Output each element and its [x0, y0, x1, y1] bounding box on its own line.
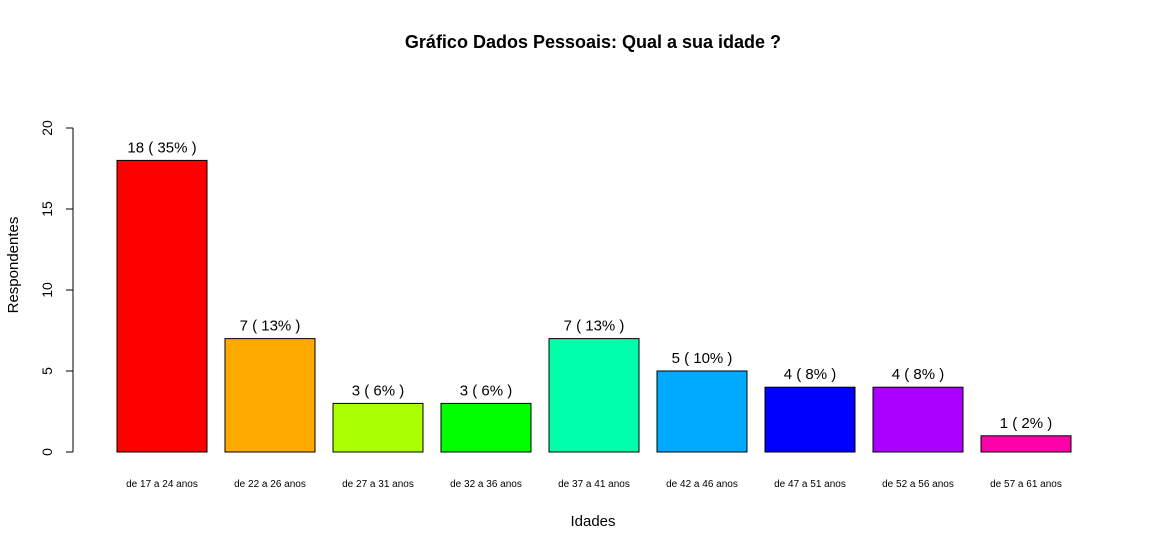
bar	[981, 436, 1071, 452]
bar	[333, 403, 423, 452]
category-label: de 22 a 26 anos	[234, 479, 306, 490]
bars	[117, 160, 1071, 452]
category-label: de 47 a 51 anos	[774, 479, 846, 490]
x-axis-label: Idades	[570, 513, 615, 530]
bar-data-label: 18 ( 35% )	[127, 139, 196, 156]
bar	[873, 387, 963, 452]
y-tick-label: 10	[39, 282, 55, 298]
bar-data-label: 5 ( 10% )	[672, 350, 733, 367]
category-label: de 17 a 24 anos	[126, 479, 198, 490]
bar	[657, 371, 747, 452]
y-tick-label: 15	[39, 201, 55, 217]
bar	[765, 387, 855, 452]
y-axis: 0 5 10 15 20	[39, 120, 73, 456]
category-label: de 32 a 36 anos	[450, 479, 522, 490]
category-labels: de 17 a 24 anos de 22 a 26 anos de 27 a 31…	[126, 479, 1062, 490]
bar-data-label: 3 ( 6% )	[460, 382, 513, 399]
y-tick-label: 0	[39, 448, 55, 456]
chart-title: Gráfico Dados Pessoais: Qual a sua idade…	[405, 32, 781, 52]
category-label: de 42 a 46 anos	[666, 479, 738, 490]
bar-data-label: 4 ( 8% )	[784, 366, 837, 383]
bar-data-label: 4 ( 8% )	[892, 366, 945, 383]
bar-data-label: 7 ( 13% )	[240, 318, 301, 335]
y-axis-label: Respondentes	[5, 217, 22, 314]
bar-data-label: 1 ( 2% )	[1000, 415, 1053, 432]
bar	[441, 403, 531, 452]
bar	[117, 160, 207, 452]
category-label: de 37 a 41 anos	[558, 479, 630, 490]
bar-data-label: 3 ( 6% )	[352, 382, 405, 399]
bar	[225, 339, 315, 452]
category-label: de 52 a 56 anos	[882, 479, 954, 490]
category-label: de 27 a 31 anos	[342, 479, 414, 490]
category-label: de 57 a 61 anos	[990, 479, 1062, 490]
bar-data-label: 7 ( 13% )	[564, 318, 625, 335]
y-tick-label: 20	[39, 120, 55, 136]
y-tick-label: 5	[39, 367, 55, 375]
bar	[549, 339, 639, 452]
